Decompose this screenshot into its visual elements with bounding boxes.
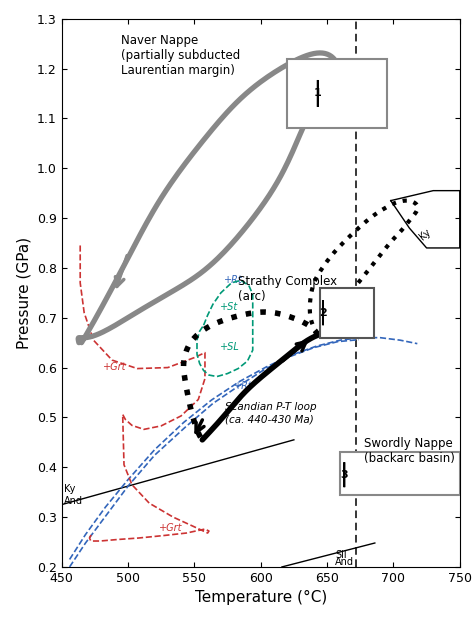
Text: And: And bbox=[335, 557, 354, 567]
Text: +SL: +SL bbox=[219, 342, 239, 352]
Text: And: And bbox=[64, 496, 83, 506]
Text: 3: 3 bbox=[340, 470, 348, 480]
Text: Ky: Ky bbox=[417, 227, 432, 242]
Text: 1: 1 bbox=[314, 88, 322, 98]
Text: Strathy Complex
(arc): Strathy Complex (arc) bbox=[238, 275, 337, 303]
Text: +St: +St bbox=[219, 302, 238, 312]
Bar bbox=[287, 59, 387, 128]
Y-axis label: Pressure (GPa): Pressure (GPa) bbox=[16, 237, 31, 349]
Text: Scandian P-T loop
(ca. 440-430 Ma): Scandian P-T loop (ca. 440-430 Ma) bbox=[225, 402, 317, 424]
X-axis label: Temperature (°C): Temperature (°C) bbox=[194, 591, 327, 606]
Text: 2: 2 bbox=[319, 308, 327, 318]
Text: +Rt: +Rt bbox=[234, 381, 253, 391]
Text: Sil: Sil bbox=[335, 550, 346, 560]
Text: +Grt: +Grt bbox=[103, 362, 126, 372]
Text: Swordly Nappe
(backarc basin): Swordly Nappe (backarc basin) bbox=[364, 437, 455, 465]
Bar bbox=[340, 452, 460, 495]
Text: +Rt: +Rt bbox=[224, 275, 242, 285]
Text: Ky: Ky bbox=[64, 483, 76, 493]
Bar bbox=[320, 288, 374, 338]
Text: Naver Nappe
(partially subducted
Laurentian margin): Naver Nappe (partially subducted Laurent… bbox=[121, 34, 241, 77]
Text: +Grt: +Grt bbox=[158, 523, 182, 533]
